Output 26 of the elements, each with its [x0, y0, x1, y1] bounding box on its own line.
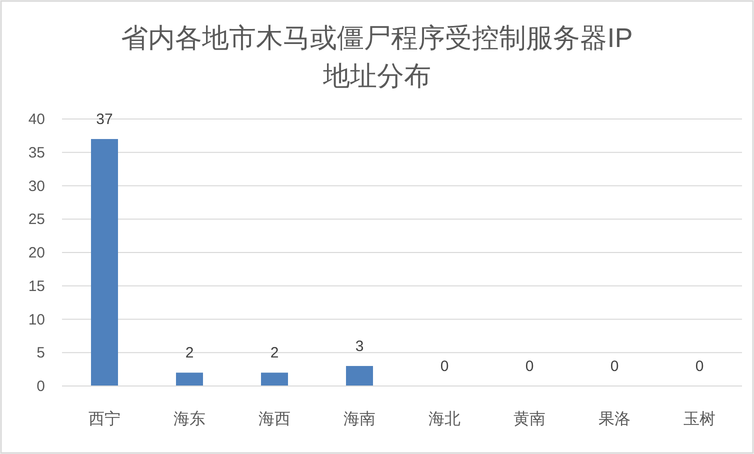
ytick: 0: [36, 378, 45, 395]
xtick: 果洛: [598, 411, 630, 428]
ytick: 30: [28, 178, 45, 195]
data-label: 0: [525, 358, 534, 375]
data-label: 2: [270, 344, 279, 362]
ytick: 15: [28, 278, 45, 295]
data-label: 0: [440, 358, 449, 375]
xtick: 海东: [174, 411, 206, 428]
data-label: 37: [96, 111, 113, 128]
xtick: 海南: [344, 411, 376, 428]
ytick: 20: [28, 244, 45, 262]
title: 省内各地市木马或僵尸程序受控制服务器IP地址分布: [121, 23, 633, 91]
ytick: 40: [28, 111, 45, 128]
ytick: 35: [28, 144, 45, 162]
data-label: 0: [695, 358, 704, 375]
ytick: 5: [36, 344, 45, 362]
xtick: 玉树: [684, 411, 716, 428]
xtick: 黄南: [514, 411, 546, 428]
xtick: 海北: [428, 411, 460, 428]
ytick: 25: [28, 211, 45, 228]
data-label: 0: [610, 358, 619, 375]
ytick: 10: [28, 311, 45, 328]
data-label: 2: [185, 344, 194, 362]
xtick: 海西: [258, 411, 290, 428]
data-label: 3: [355, 338, 364, 355]
xtick: 西宁: [88, 411, 120, 428]
